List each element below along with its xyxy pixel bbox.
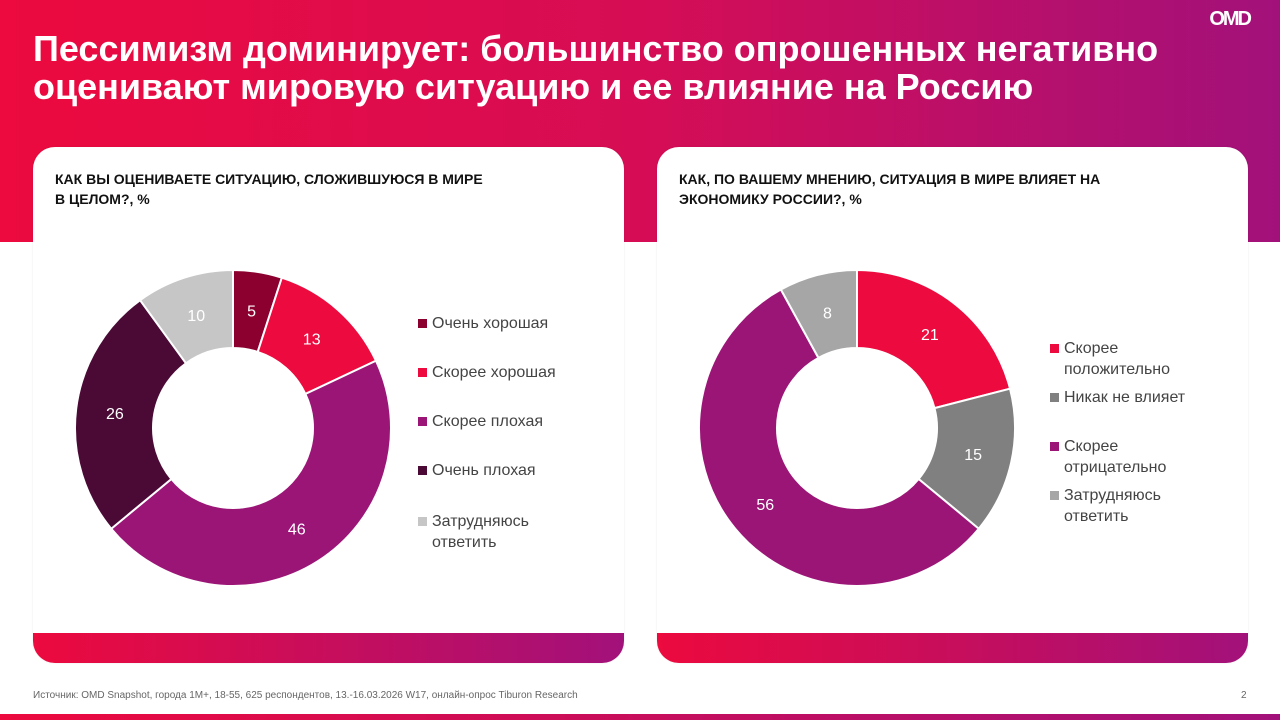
legend-label: Очень хорошая	[432, 315, 549, 332]
chart-card-economy: КАК, ПО ВАШЕМУ МНЕНИЮ, СИТУАЦИЯ В МИРЕ В…	[657, 147, 1248, 663]
legend-item: Очень плохая	[418, 460, 536, 481]
source-note: Источник: OMD Snapshot, города 1М+, 18-5…	[33, 690, 578, 701]
legend-label: Никак не влияет	[1064, 389, 1186, 406]
slice-3	[779, 268, 858, 360]
donut-chart-economy: 21 15 56 8	[698, 268, 1016, 587]
chart-title: КАК ВЫ ОЦЕНИВАЕТЕ СИТУАЦИЮ, СЛОЖИВШУЮСЯ …	[55, 171, 483, 207]
slice-0	[856, 268, 1012, 410]
data-label: 15	[964, 447, 982, 464]
legend-item: Скорее положительно	[1050, 338, 1200, 380]
legend-label: Скорее хорошая	[432, 364, 556, 381]
legend-item: Скорее плохая	[418, 411, 543, 432]
legend-swatch	[1050, 344, 1059, 353]
data-label: 10	[187, 308, 205, 325]
card-strip	[33, 633, 624, 663]
legend-swatch	[1050, 393, 1059, 402]
legend-swatch	[418, 319, 427, 328]
legend-item: Никак не влияет	[1050, 387, 1200, 408]
donut-chart-world: 5 13 46 26 10	[74, 268, 392, 587]
slide-title: Пессимизм доминирует: большинство опроше…	[33, 28, 1159, 107]
legend-swatch	[418, 517, 427, 526]
slice-2	[698, 288, 981, 587]
bottom-band	[0, 714, 1280, 720]
legend-label: Скорее положительно	[1064, 340, 1171, 378]
legend-label: Скорее плохая	[432, 413, 544, 430]
legend-swatch	[1050, 491, 1059, 500]
data-label: 46	[288, 521, 306, 538]
legend-label: Затрудняюсь ответить	[432, 513, 529, 551]
legend-item: Скорее хорошая	[418, 362, 556, 383]
chart-title: КАК, ПО ВАШЕМУ МНЕНИЮ, СИТУАЦИЯ В МИРЕ В…	[679, 171, 1101, 207]
legend-swatch	[418, 417, 427, 426]
slice-2	[109, 359, 392, 587]
data-label: 56	[756, 497, 774, 514]
legend-label: Затрудняюсь ответить	[1064, 487, 1161, 525]
slice-3	[74, 298, 188, 531]
legend-label: Скорее отрицательно	[1064, 438, 1167, 476]
card-strip	[657, 633, 1248, 663]
legend-swatch	[418, 368, 427, 377]
data-label: 26	[106, 406, 124, 423]
legend-item: Затрудняюсь ответить	[418, 511, 558, 553]
legend-item: Очень хорошая	[418, 313, 548, 334]
legend-swatch	[1050, 442, 1059, 451]
legend-item: Затрудняюсь ответить	[1050, 485, 1200, 527]
data-label: 21	[921, 327, 939, 344]
page-number: 2	[1241, 690, 1247, 701]
slice-4	[138, 268, 234, 365]
omd-logo: OMD	[1209, 8, 1252, 30]
chart-card-world: КАК ВЫ ОЦЕНИВАЕТЕ СИТУАЦИЮ, СЛОЖИВШУЮСЯ …	[33, 147, 624, 663]
data-label: 13	[303, 332, 321, 349]
legend-item: Скорее отрицательно	[1050, 436, 1200, 478]
data-label: 8	[823, 306, 832, 323]
data-label: 5	[247, 303, 256, 320]
legend-swatch	[418, 466, 427, 475]
legend-label: Очень плохая	[432, 462, 536, 479]
